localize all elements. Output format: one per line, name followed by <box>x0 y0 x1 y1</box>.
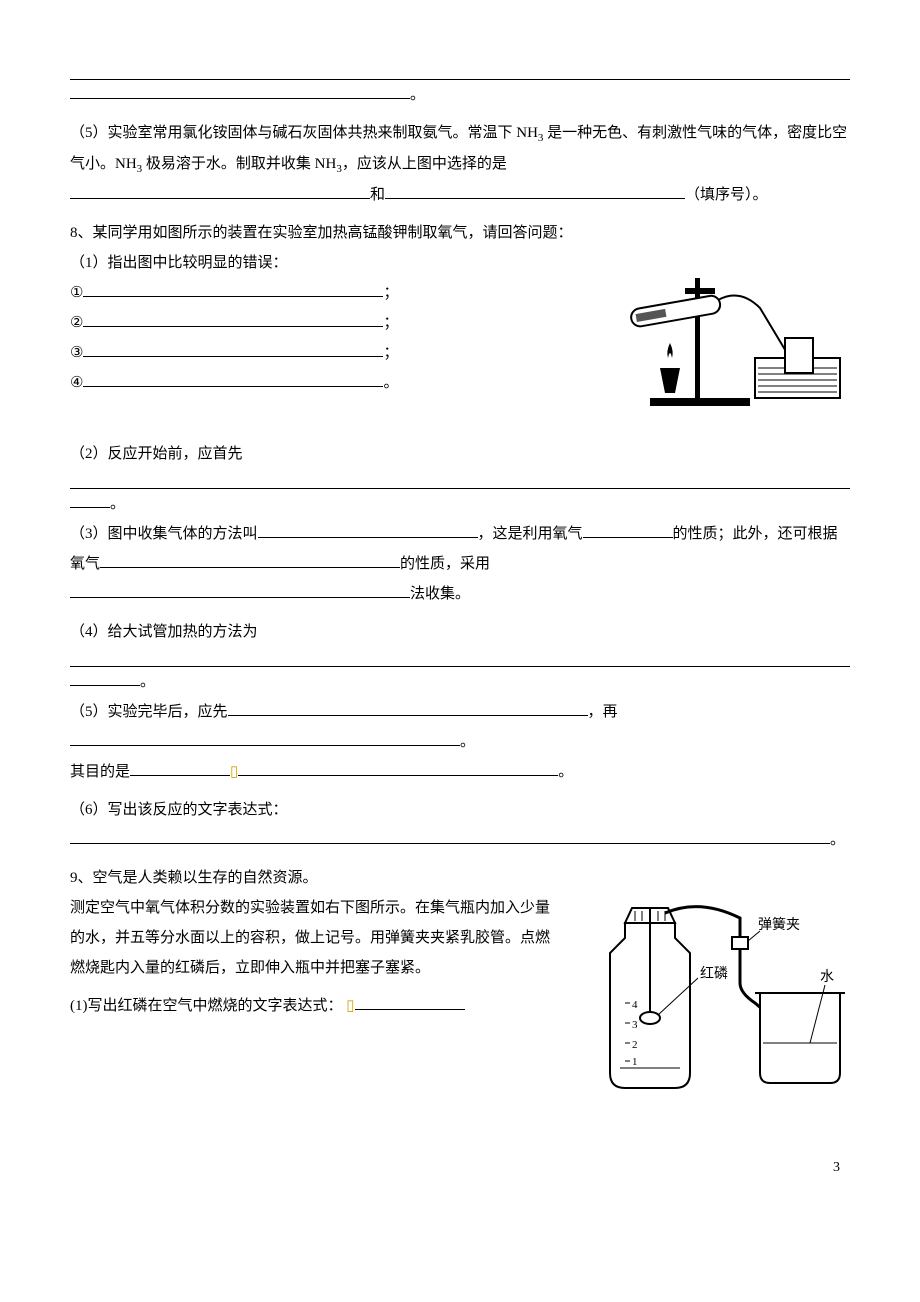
label-phos: 红磷 <box>700 966 728 982</box>
blank-full-line <box>70 64 850 80</box>
q8-p2: （2）反应开始前，应首先 <box>70 439 850 469</box>
q5-text: （5）实验室常用氯化铵固体与碱石灰固体共热来制取氨气。常温下 NH3 是一种无色… <box>70 118 850 180</box>
q8-p3b: 法收集。 <box>70 579 850 609</box>
page-number: 3 <box>70 1154 850 1182</box>
mark-1: 1 <box>632 1056 638 1068</box>
q8-p3: （3）图中收集气体的方法叫，这是利用氧气的性质；此外，还可根据氧气的性质，采用 <box>70 519 850 579</box>
q8-p4-line <box>70 651 850 667</box>
q8-p5b: 。 <box>70 727 850 757</box>
mark-3: 3 <box>632 1019 638 1031</box>
top-blank-end: 。 <box>70 80 850 110</box>
air-experiment-figure: 4 3 2 1 弹簧夹 红磷 水 <box>580 893 850 1114</box>
q8-p6-line: 。 <box>70 825 850 855</box>
q8-p5: （5）实验完毕后，应先，再 <box>70 697 850 727</box>
label-spring: 弹簧夹 <box>758 917 800 933</box>
q8-p2-line <box>70 473 850 489</box>
q5-blanks: 和（填序号）。 <box>70 180 850 210</box>
label-water: 水 <box>820 969 834 985</box>
q8-p4: （4）给大试管加热的方法为 <box>70 617 850 647</box>
mark-2: 2 <box>632 1039 638 1051</box>
q8-p2-end: 。 <box>70 489 850 519</box>
q8-p5-purpose: 其目的是▯。 <box>70 757 850 787</box>
apparatus-figure <box>590 248 850 429</box>
q9-body: 测定空气中氧气体积分数的实验装置如右下图所示。在集气瓶内加入少量的水，并五等分水… <box>70 893 560 983</box>
q9-intro: 9、空气是人类赖以生存的自然资源。 <box>70 863 850 893</box>
mark-4: 4 <box>632 999 638 1011</box>
q8-intro: 8、某同学用如图所示的装置在实验室加热高锰酸钾制取氧气，请回答问题： <box>70 218 850 248</box>
q8-p6: （6）写出该反应的文字表达式： <box>70 795 850 825</box>
q8-p4-end: 。 <box>70 667 850 697</box>
